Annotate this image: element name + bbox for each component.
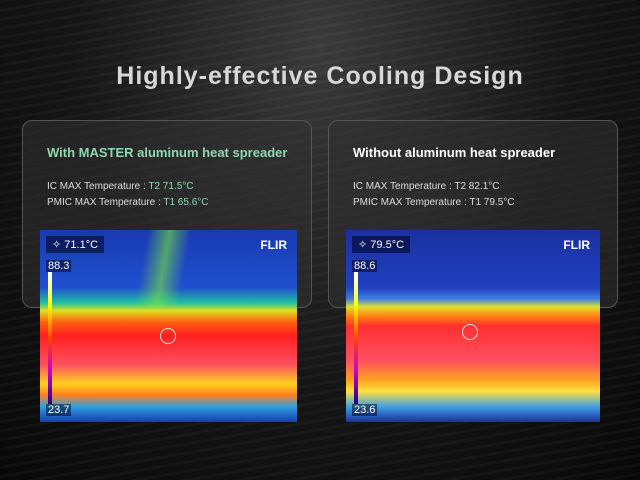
scale-min: 23.7 — [46, 404, 72, 416]
pmic-temp: PMIC MAX Temperature : T1 65.6°C — [47, 197, 209, 208]
crosshair-icon — [160, 328, 176, 344]
temperature-scale — [354, 272, 358, 404]
diamond-icon: ✧ — [52, 239, 65, 251]
scale-min: 23.6 — [352, 404, 378, 416]
pmic-temp: PMIC MAX Temperature : T1 79.5°C — [353, 197, 515, 208]
flir-logo: FLIR — [260, 238, 287, 252]
thermal-image-without-spreader: ✧ 79.5°C FLIR 88.6 23.6 — [346, 230, 600, 422]
flir-logo: FLIR — [563, 238, 590, 252]
ic-temp: IC MAX Temperature : T2 71.5°C — [47, 181, 194, 192]
crosshair-icon — [462, 324, 478, 340]
ic-temp: IC MAX Temperature : T2 82.1°C — [353, 181, 500, 192]
scale-max: 88.6 — [352, 260, 378, 272]
spot-temperature: ✧ 71.1°C — [46, 236, 105, 253]
page-title: Highly-effective Cooling Design — [116, 62, 524, 90]
thermal-image-with-spreader: ✧ 71.1°C FLIR 88.3 23.7 — [40, 230, 297, 422]
temperature-scale — [48, 272, 52, 404]
spot-temperature: ✧ 79.5°C — [352, 236, 411, 253]
panel-heading: Without aluminum heat spreader — [353, 145, 556, 160]
panel-heading: With MASTER aluminum heat spreader — [47, 145, 288, 160]
scale-max: 88.3 — [46, 260, 72, 272]
diamond-icon: ✧ — [358, 239, 371, 251]
